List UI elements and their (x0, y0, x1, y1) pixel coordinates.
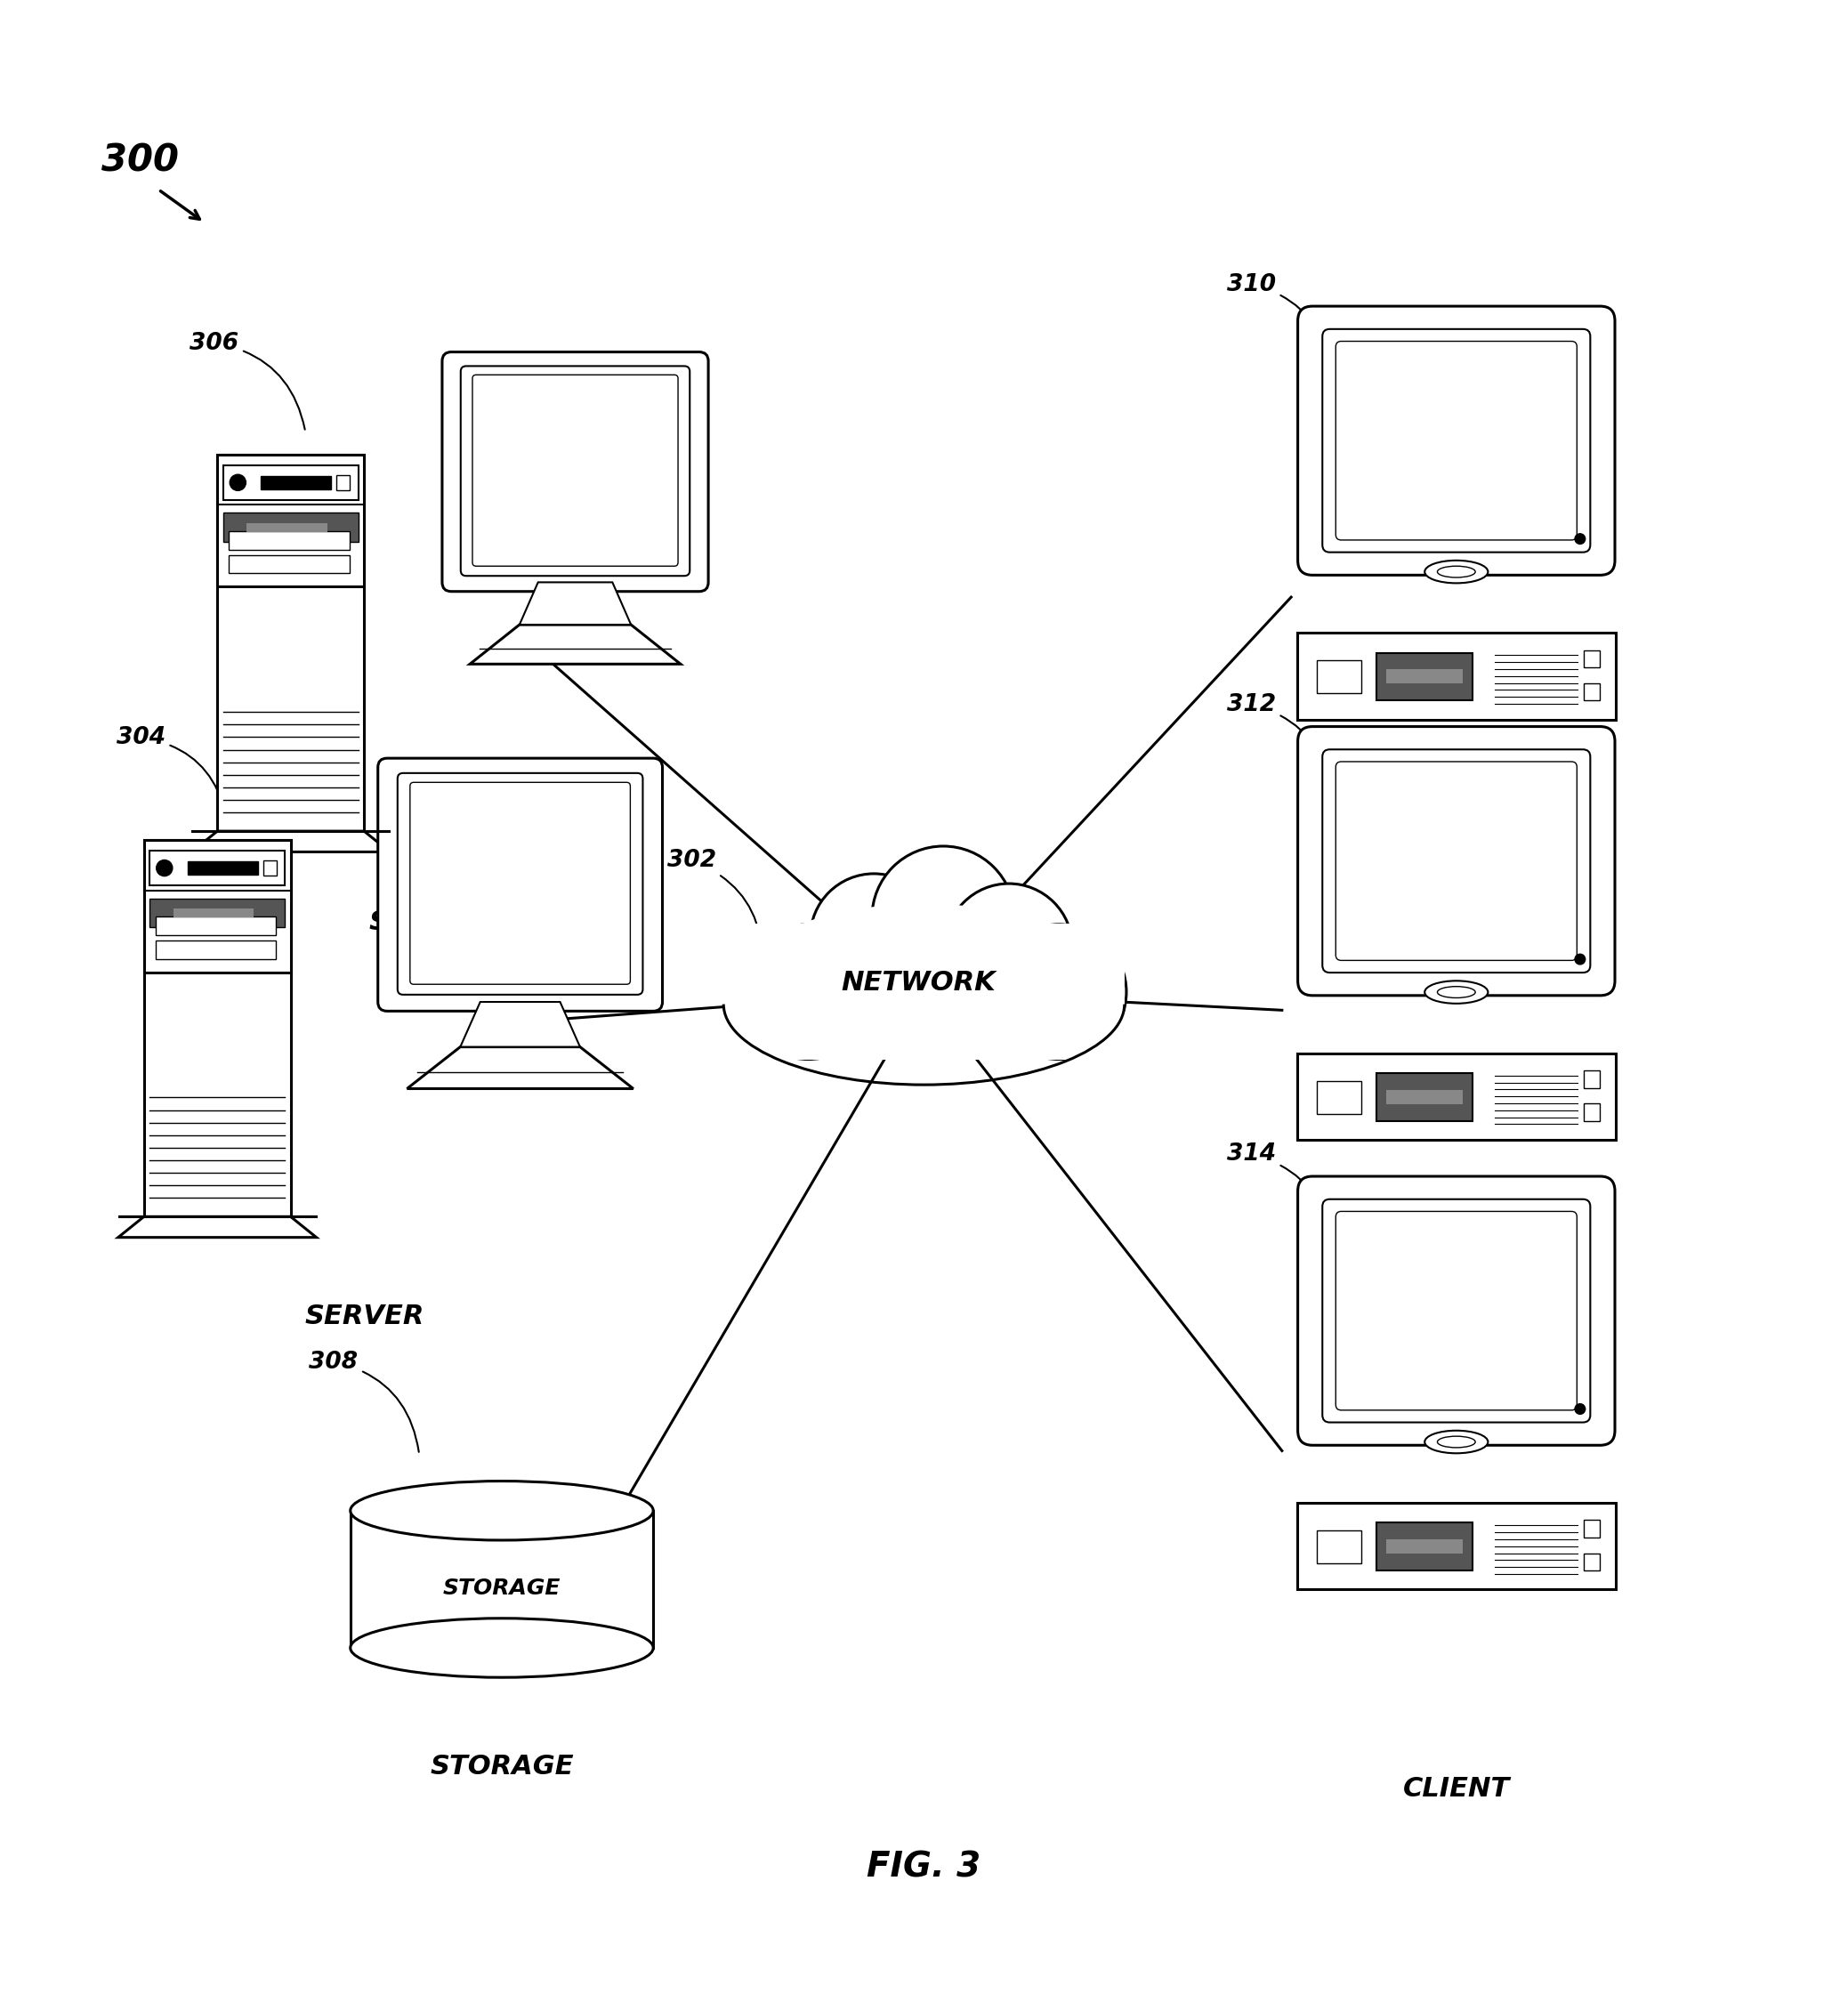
Polygon shape (407, 1047, 634, 1089)
Circle shape (229, 474, 246, 490)
FancyBboxPatch shape (1336, 761, 1576, 961)
FancyBboxPatch shape (1297, 1177, 1615, 1445)
Bar (1584, 1520, 1600, 1538)
Bar (1584, 1554, 1600, 1570)
Text: SERVER: SERVER (305, 1303, 423, 1329)
FancyBboxPatch shape (410, 783, 630, 985)
Text: CLIENT: CLIENT (1403, 1325, 1510, 1351)
Bar (1386, 669, 1464, 683)
Text: SERVER: SERVER (368, 909, 488, 935)
Ellipse shape (1438, 1435, 1475, 1447)
Circle shape (157, 861, 172, 877)
Ellipse shape (1438, 567, 1475, 577)
Text: CLIENT: CLIENT (1403, 1776, 1510, 1802)
Bar (224, 513, 359, 543)
Bar (1316, 1532, 1360, 1564)
Text: 306: 306 (190, 332, 305, 430)
Polygon shape (192, 831, 390, 853)
Ellipse shape (351, 1618, 652, 1678)
Bar (246, 523, 327, 533)
FancyBboxPatch shape (1323, 328, 1591, 553)
Text: 300: 300 (102, 142, 179, 180)
Text: 304: 304 (116, 727, 225, 815)
Circle shape (944, 883, 1072, 1011)
FancyBboxPatch shape (1323, 749, 1591, 973)
Circle shape (1574, 955, 1586, 965)
Text: 308: 308 (309, 1349, 419, 1451)
Bar (1316, 1081, 1360, 1113)
Bar (1386, 1089, 1464, 1103)
Bar (1297, 1053, 1615, 1139)
Bar (1377, 653, 1473, 701)
Bar (218, 454, 364, 587)
Bar (218, 454, 364, 831)
Bar (229, 555, 349, 573)
Text: STORAGE: STORAGE (431, 1754, 573, 1780)
FancyBboxPatch shape (1336, 340, 1576, 541)
Bar (1377, 1524, 1473, 1570)
Bar (351, 1512, 652, 1648)
Circle shape (809, 873, 937, 1001)
Bar (1316, 661, 1360, 693)
Bar (150, 851, 285, 885)
Bar (1297, 633, 1615, 719)
Ellipse shape (1425, 981, 1488, 1003)
Polygon shape (469, 625, 680, 665)
Bar (144, 841, 290, 973)
FancyBboxPatch shape (377, 759, 662, 1011)
Bar (155, 917, 275, 935)
FancyBboxPatch shape (1336, 1211, 1576, 1409)
Bar (261, 476, 331, 488)
Circle shape (741, 925, 876, 1059)
Text: 302: 302 (667, 849, 763, 961)
Polygon shape (460, 1001, 580, 1047)
Bar (1584, 1103, 1600, 1121)
Text: 312: 312 (1227, 693, 1331, 795)
Bar (1584, 1071, 1600, 1087)
Ellipse shape (351, 1481, 652, 1540)
FancyBboxPatch shape (397, 773, 643, 995)
FancyBboxPatch shape (473, 374, 678, 567)
Bar (724, 923, 1124, 1059)
Bar (336, 474, 349, 490)
FancyBboxPatch shape (460, 366, 689, 577)
Polygon shape (519, 583, 630, 625)
Circle shape (1574, 1403, 1586, 1413)
Bar (1584, 651, 1600, 667)
Bar (187, 861, 259, 875)
Ellipse shape (750, 903, 1098, 1041)
Polygon shape (118, 1217, 316, 1237)
Bar (229, 531, 349, 551)
Bar (150, 899, 285, 927)
FancyBboxPatch shape (1297, 727, 1615, 995)
Text: 310: 310 (1227, 272, 1331, 374)
Text: NETWORK: NETWORK (841, 969, 996, 995)
Bar (1297, 1504, 1615, 1590)
Text: CLIENT: CLIENT (1403, 905, 1510, 931)
Circle shape (1574, 535, 1586, 545)
FancyBboxPatch shape (1323, 1199, 1591, 1421)
Bar (144, 841, 290, 1217)
Bar (262, 861, 277, 877)
Circle shape (992, 925, 1127, 1059)
Ellipse shape (1438, 987, 1475, 997)
Bar (1584, 683, 1600, 701)
Bar (1386, 1540, 1464, 1554)
Bar (174, 909, 253, 917)
Bar (224, 464, 359, 500)
Bar (155, 941, 275, 959)
FancyBboxPatch shape (1297, 306, 1615, 575)
Ellipse shape (1425, 561, 1488, 583)
Text: FIG. 3: FIG. 3 (867, 1850, 981, 1884)
FancyBboxPatch shape (442, 352, 708, 591)
Bar (1377, 1073, 1473, 1121)
Text: 314: 314 (1227, 1143, 1331, 1245)
Text: STORAGE: STORAGE (444, 1578, 560, 1600)
Ellipse shape (1425, 1431, 1488, 1453)
Circle shape (872, 847, 1015, 989)
